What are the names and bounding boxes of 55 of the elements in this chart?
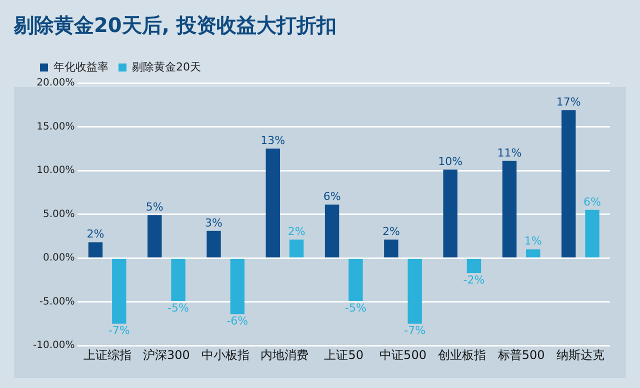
bar <box>289 240 304 258</box>
data-label: -6% <box>226 314 248 328</box>
bar <box>88 242 103 258</box>
bar <box>348 258 363 301</box>
bar <box>266 148 280 258</box>
data-label: 2% <box>288 225 306 238</box>
bar <box>443 170 458 258</box>
bar <box>148 215 162 258</box>
x-tick-label: 中证500 <box>380 348 426 362</box>
y-tick-label: 15.00% <box>36 121 75 132</box>
data-label: 3% <box>205 216 222 230</box>
bar <box>585 210 600 258</box>
data-label: 11% <box>497 146 522 160</box>
y-tick-label: 5.00% <box>42 208 75 220</box>
data-label: -7% <box>108 324 130 338</box>
y-tick-label: -5.00% <box>39 296 75 308</box>
bar <box>112 258 126 324</box>
bar <box>206 230 221 258</box>
y-tick-label: -10.00% <box>32 340 75 352</box>
x-tick-label: 沪深300 <box>142 348 190 362</box>
data-label: -7% <box>404 324 426 338</box>
bar <box>324 204 340 258</box>
data-label: 10% <box>438 155 463 168</box>
x-tick-label: 中小板指 <box>202 348 250 362</box>
data-label: 2% <box>382 225 400 238</box>
legend-label: 剔除黄金20天 <box>132 60 201 74</box>
bar <box>384 240 398 258</box>
legend-label: 年化收益率 <box>54 60 108 74</box>
bar <box>562 110 576 258</box>
y-tick-label: 0.00% <box>42 252 75 264</box>
x-tick-label: 创业板指 <box>438 348 486 362</box>
data-label: 5% <box>146 200 164 214</box>
x-tick-label: 标普500 <box>496 348 545 362</box>
x-tick-label: 上证50 <box>324 348 364 362</box>
bar <box>526 249 540 258</box>
y-tick-label: 20.00% <box>36 78 75 89</box>
bar <box>466 258 482 273</box>
bar <box>502 160 517 258</box>
y-tick-label: 10.00% <box>36 165 75 176</box>
data-label: -2% <box>463 273 485 286</box>
bar <box>230 258 245 314</box>
data-label: 13% <box>260 134 286 148</box>
data-label: -5% <box>168 301 189 314</box>
bar <box>171 258 186 301</box>
bar <box>408 258 422 324</box>
x-tick-label: 上证综指 <box>83 348 132 362</box>
data-label: -5% <box>344 301 366 314</box>
data-label: 1% <box>524 234 542 248</box>
data-label: 6% <box>584 195 601 208</box>
data-label: 2% <box>86 228 104 241</box>
chart-title: 剔除黄金20天后, 投资收益大打折扣 <box>12 12 338 37</box>
x-tick-label: 纳斯达克 <box>556 348 604 362</box>
x-tick-label: 内地消费 <box>260 348 309 362</box>
data-label: 6% <box>323 190 341 204</box>
data-label: 17% <box>556 95 581 108</box>
